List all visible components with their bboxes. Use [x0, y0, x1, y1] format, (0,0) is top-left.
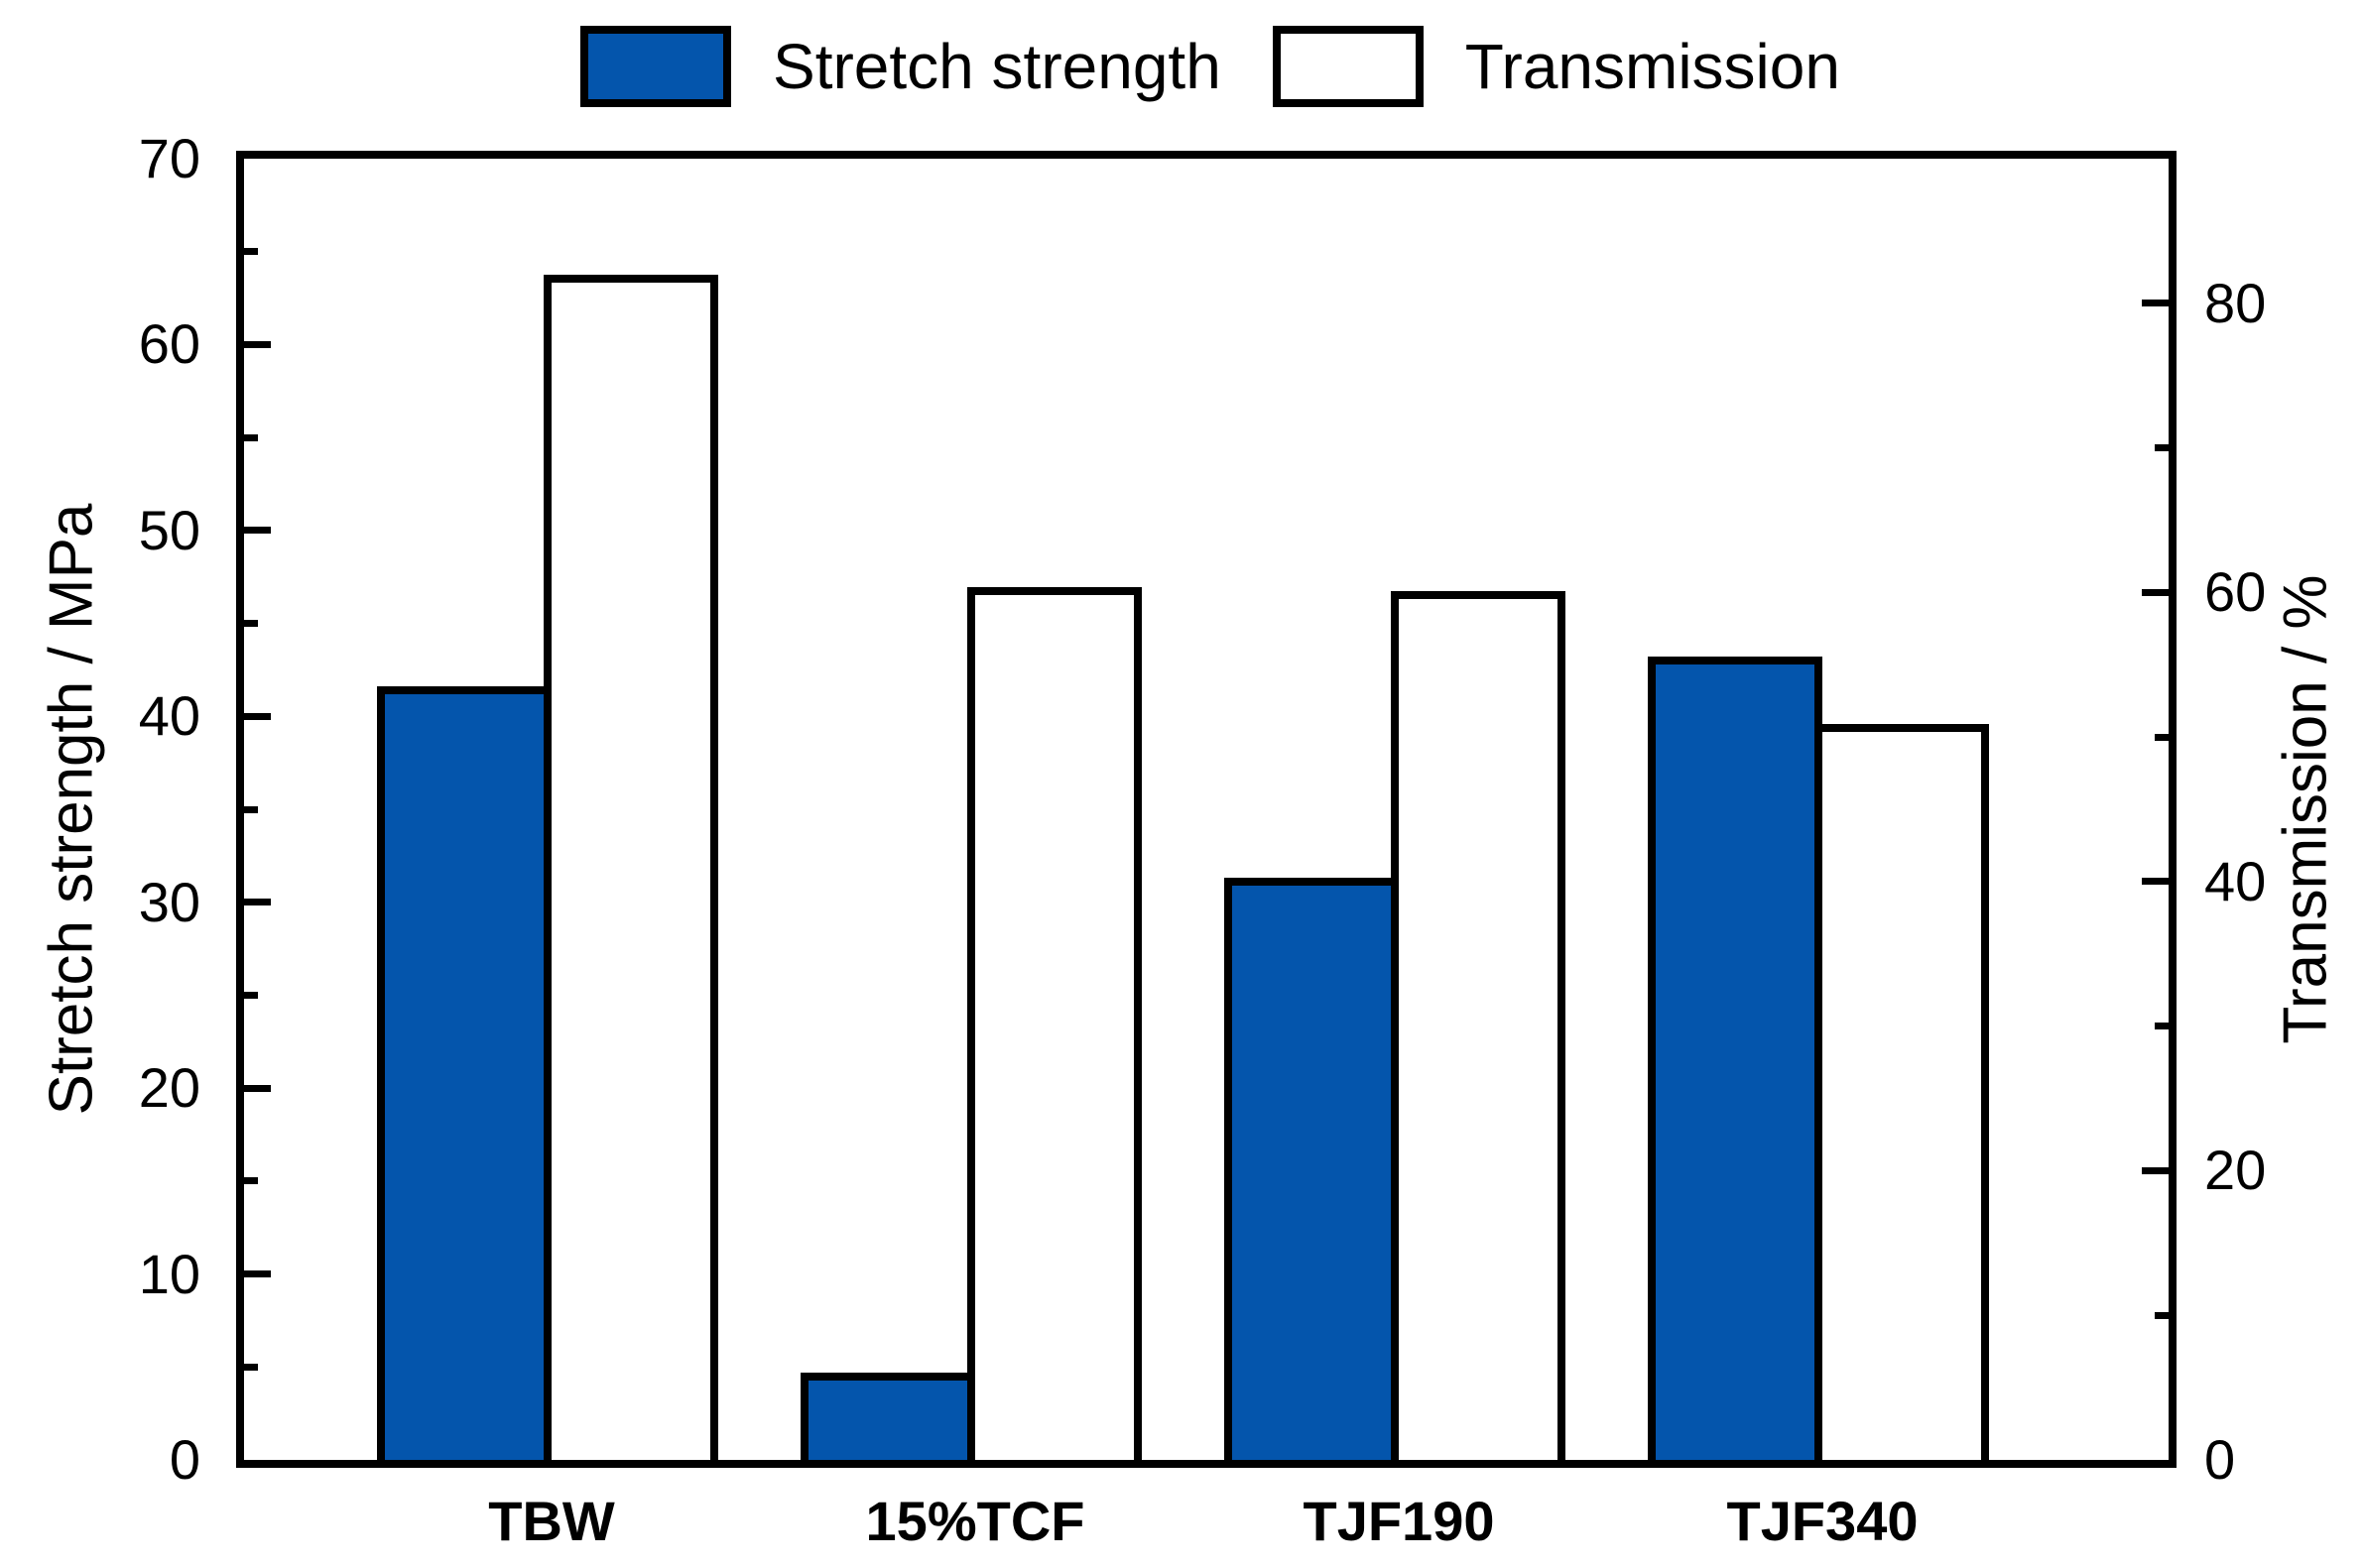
left-axis-major-tick — [244, 341, 271, 348]
left-axis-tick-label: 10 — [138, 1243, 200, 1305]
bar-transmission-TJF190 — [1391, 591, 1565, 1460]
right-axis-tick-label: 20 — [2204, 1139, 2267, 1201]
legend-label-transmission: Transmission — [1464, 31, 1840, 102]
left-axis-tick-label: 70 — [138, 127, 200, 189]
bar-stretch-strength-TJF340 — [1648, 657, 1822, 1460]
left-axis-minor-tick — [244, 620, 258, 627]
left-axis-major-tick — [244, 899, 271, 905]
left-axis-minor-tick — [244, 1364, 258, 1371]
category-label-15%TCF: 15%TCF — [865, 1490, 1085, 1552]
right-axis-tick-label: 40 — [2204, 850, 2267, 912]
category-label-TJF190: TJF190 — [1303, 1490, 1495, 1552]
right-axis-title: Transmission / % — [2271, 574, 2340, 1044]
bar-transmission-15%TCF — [967, 587, 1142, 1460]
right-axis-minor-tick — [2155, 444, 2169, 451]
left-axis-tick-label: 40 — [138, 684, 200, 747]
bar-transmission-TJF340 — [1814, 724, 1989, 1460]
legend-label-stretch-strength: Stretch strength — [773, 31, 1221, 102]
left-axis-major-tick — [244, 1085, 271, 1092]
left-axis-tick-label: 30 — [138, 871, 200, 933]
left-axis-minor-tick — [244, 434, 258, 441]
legend-swatch-stretch-strength — [580, 26, 731, 107]
left-axis-minor-tick — [244, 806, 258, 813]
left-axis-major-tick — [244, 527, 271, 534]
right-axis-minor-tick — [2155, 1023, 2169, 1029]
legend: Stretch strength Transmission — [580, 26, 1840, 107]
right-axis-major-tick — [2142, 589, 2169, 596]
right-axis-major-tick — [2142, 878, 2169, 885]
bar-stretch-strength-TBW — [377, 686, 552, 1460]
left-axis-title: Stretch strength / MPa — [37, 503, 106, 1116]
category-label-TJF340: TJF340 — [1726, 1490, 1919, 1552]
left-axis-minor-tick — [244, 992, 258, 999]
left-axis-tick-label: 20 — [138, 1056, 200, 1119]
bar-stretch-strength-15%TCF — [801, 1373, 975, 1460]
right-axis-tick-label: 60 — [2204, 560, 2267, 623]
right-axis-major-tick — [2142, 1167, 2169, 1174]
right-axis-tick-label: 80 — [2204, 272, 2267, 334]
category-label-TBW: TBW — [488, 1490, 615, 1552]
left-axis-minor-tick — [244, 248, 258, 255]
left-axis-tick-label: 0 — [169, 1428, 200, 1491]
right-axis-major-tick — [2142, 300, 2169, 306]
bar-stretch-strength-TJF190 — [1224, 878, 1399, 1460]
plot-area — [236, 151, 2177, 1468]
bar-transmission-TBW — [544, 275, 718, 1460]
right-axis-minor-tick — [2155, 734, 2169, 741]
left-axis-tick-label: 50 — [138, 499, 200, 561]
left-axis-major-tick — [244, 1270, 271, 1277]
left-axis-minor-tick — [244, 1177, 258, 1184]
left-axis-tick-label: 60 — [138, 312, 200, 375]
legend-swatch-transmission — [1272, 26, 1424, 107]
right-axis-minor-tick — [2155, 1312, 2169, 1319]
left-axis-major-tick — [244, 713, 271, 720]
right-axis-tick-label: 0 — [2204, 1428, 2236, 1491]
